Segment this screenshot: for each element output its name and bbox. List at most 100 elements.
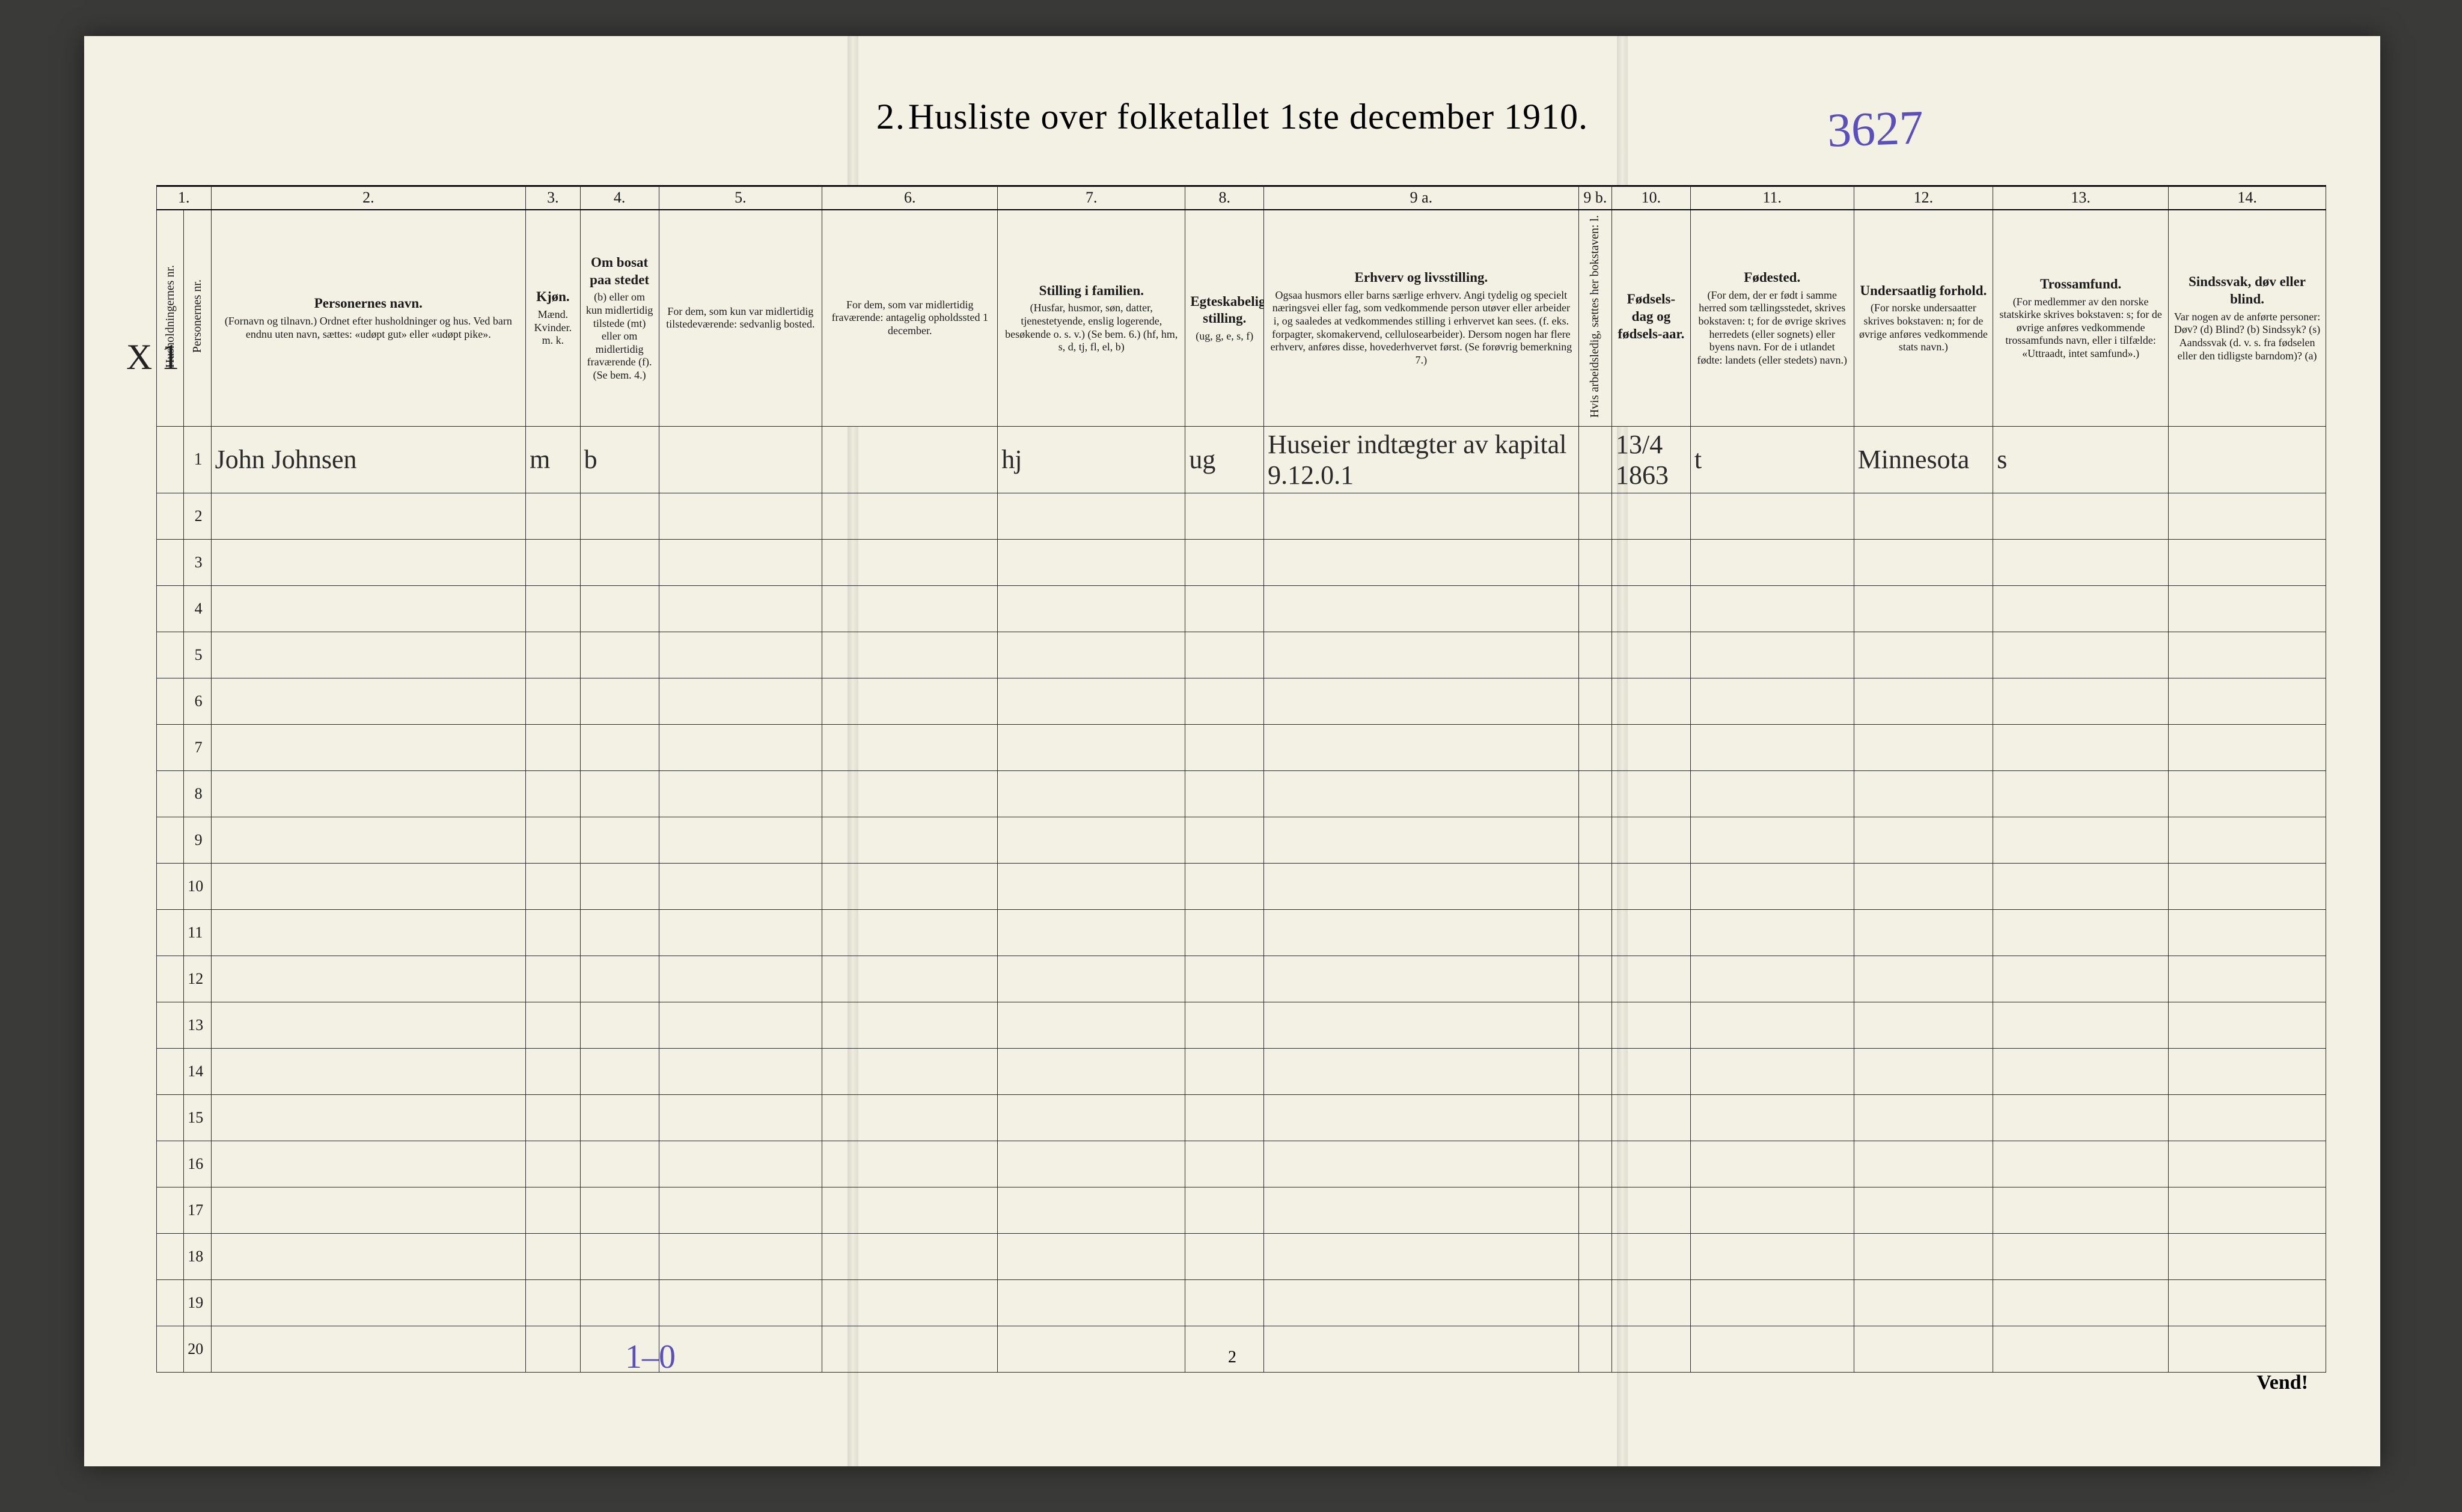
cell — [1578, 724, 1611, 770]
cell — [157, 863, 184, 909]
table-row: 5 — [157, 632, 2326, 678]
page-title-row: 2. Husliste over folketallet 1ste decemb… — [84, 36, 2380, 138]
cell — [998, 1326, 1185, 1372]
cell — [526, 1141, 581, 1187]
cell — [211, 1094, 525, 1141]
section-number: 2. — [876, 97, 906, 136]
cell — [1264, 724, 1578, 770]
cell — [1993, 863, 2169, 909]
table-row: 10 — [157, 863, 2326, 909]
cell — [157, 1048, 184, 1094]
cell — [1264, 585, 1578, 632]
cell — [211, 632, 525, 678]
cell — [1264, 632, 1578, 678]
cell — [1993, 1002, 2169, 1048]
cell — [526, 1279, 581, 1326]
cell — [1612, 1141, 1691, 1187]
cell — [1185, 724, 1264, 770]
cell — [822, 678, 998, 724]
col-num: 9 b. — [1578, 187, 1611, 210]
col-header: Sindssvak, døv eller blind.Var nogen av … — [2169, 210, 2326, 427]
cell — [659, 1002, 822, 1048]
table-row: 18 — [157, 1233, 2326, 1279]
cell — [157, 493, 184, 539]
cell — [998, 632, 1185, 678]
cell — [157, 817, 184, 863]
cell — [2169, 817, 2326, 863]
cell — [1993, 909, 2169, 956]
cell — [211, 909, 525, 956]
cell — [1264, 770, 1578, 817]
cell — [998, 817, 1185, 863]
cell — [1612, 724, 1691, 770]
col-num: 14. — [2169, 187, 2326, 210]
cell — [1578, 632, 1611, 678]
cell — [1264, 493, 1578, 539]
cell — [822, 1187, 998, 1233]
cell: Minnesota — [1854, 426, 1993, 493]
cell — [659, 1279, 822, 1326]
cell — [2169, 909, 2326, 956]
cell — [659, 1187, 822, 1233]
cell — [1993, 1141, 2169, 1187]
cell — [2169, 1141, 2326, 1187]
cell: 9 — [184, 817, 211, 863]
column-number-row: 1.2.3.4.5.6.7.8.9 a.9 b.10.11.12.13.14. — [157, 187, 2326, 210]
cell — [1264, 1326, 1578, 1372]
cell — [1185, 1326, 1264, 1372]
table-row: 11 — [157, 909, 2326, 956]
cell — [659, 770, 822, 817]
page-title: Husliste over folketallet 1ste december … — [908, 97, 1588, 136]
cell — [998, 1141, 1185, 1187]
cell — [1264, 1094, 1578, 1141]
cell — [1185, 909, 1264, 956]
cell — [1993, 1048, 2169, 1094]
cell — [1690, 1094, 1854, 1141]
table-row: 6 — [157, 678, 2326, 724]
cell — [822, 426, 998, 493]
cell — [157, 956, 184, 1002]
cell — [1612, 1326, 1691, 1372]
cell: 5 — [184, 632, 211, 678]
cell — [157, 539, 184, 585]
table-row: 20 — [157, 1326, 2326, 1372]
cell — [1578, 1326, 1611, 1372]
cell — [1185, 1141, 1264, 1187]
cell — [1264, 956, 1578, 1002]
cell — [1612, 1279, 1691, 1326]
cell — [1612, 1233, 1691, 1279]
col-header: Kjøn.Mænd. Kvinder. m. k. — [526, 210, 581, 427]
cell — [998, 1279, 1185, 1326]
cell — [526, 1094, 581, 1141]
cell — [1854, 817, 1993, 863]
col-header: Egteskabelig stilling.(ug, g, e, s, f) — [1185, 210, 1264, 427]
cell: 3 — [184, 539, 211, 585]
cell — [1578, 678, 1611, 724]
cell — [211, 493, 525, 539]
cell — [998, 770, 1185, 817]
cell — [211, 585, 525, 632]
cell: 2 — [184, 493, 211, 539]
col-header: Trossamfund.(For medlemmer av den norske… — [1993, 210, 2169, 427]
cell: Huseier indtægter av kapital 9.12.0.1 — [1264, 426, 1578, 493]
cell — [1185, 770, 1264, 817]
cell — [2169, 1094, 2326, 1141]
cell — [1993, 770, 2169, 817]
cell — [1854, 1279, 1993, 1326]
cell — [157, 1187, 184, 1233]
cell — [659, 724, 822, 770]
cell: 6 — [184, 678, 211, 724]
cell: 11 — [184, 909, 211, 956]
table-row: 15 — [157, 1094, 2326, 1141]
cell — [1185, 1094, 1264, 1141]
table-body: 1John JohnsenmbhjugHuseier indtægter av … — [157, 426, 2326, 1372]
cell — [1264, 1141, 1578, 1187]
col-num: 10. — [1612, 187, 1691, 210]
cell — [1264, 1279, 1578, 1326]
cell — [659, 863, 822, 909]
col-header: Personernes navn.(Fornavn og tilnavn.) O… — [211, 210, 525, 427]
cell — [822, 1094, 998, 1141]
cell — [1185, 678, 1264, 724]
cell — [1578, 1048, 1611, 1094]
cell — [1185, 1233, 1264, 1279]
